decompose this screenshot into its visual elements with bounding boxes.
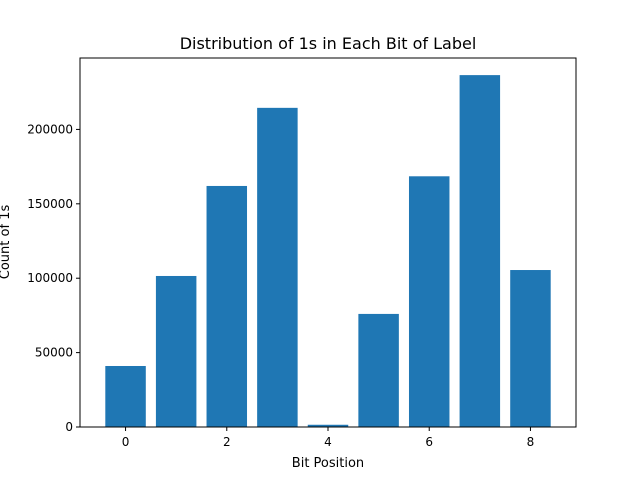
y-tick-label: 50000 (35, 346, 73, 360)
x-tick-label: 0 (122, 435, 130, 449)
y-tick-label: 150000 (27, 197, 73, 211)
bar-7 (459, 75, 501, 427)
x-tick-label: 6 (425, 435, 433, 449)
x-axis-label: Bit Position (292, 456, 364, 471)
bar-2 (206, 185, 248, 427)
bars-group (105, 75, 551, 427)
y-axis-label: Count of 1s (0, 205, 13, 280)
bar-6 (408, 176, 450, 427)
bar-8 (510, 270, 551, 427)
y-tick-label: 0 (65, 420, 73, 434)
x-tick-label: 8 (527, 435, 535, 449)
y-ticks-group: 0 50000 100000 150000 200000 (27, 122, 80, 434)
bar-3 (257, 107, 298, 427)
bar-0 (105, 365, 146, 427)
chart-title: Distribution of 1s in Each Bit of Label (180, 34, 477, 53)
bar-1 (155, 275, 197, 427)
y-tick-label: 100000 (27, 271, 73, 285)
plot-frame (79, 57, 577, 428)
x-ticks-group: 0 2 4 6 8 (122, 427, 535, 449)
y-tick-label: 200000 (27, 122, 73, 136)
x-tick-label: 2 (223, 435, 231, 449)
bar-4 (307, 424, 349, 427)
x-tick-label: 4 (324, 435, 332, 449)
bar-5 (358, 313, 399, 427)
